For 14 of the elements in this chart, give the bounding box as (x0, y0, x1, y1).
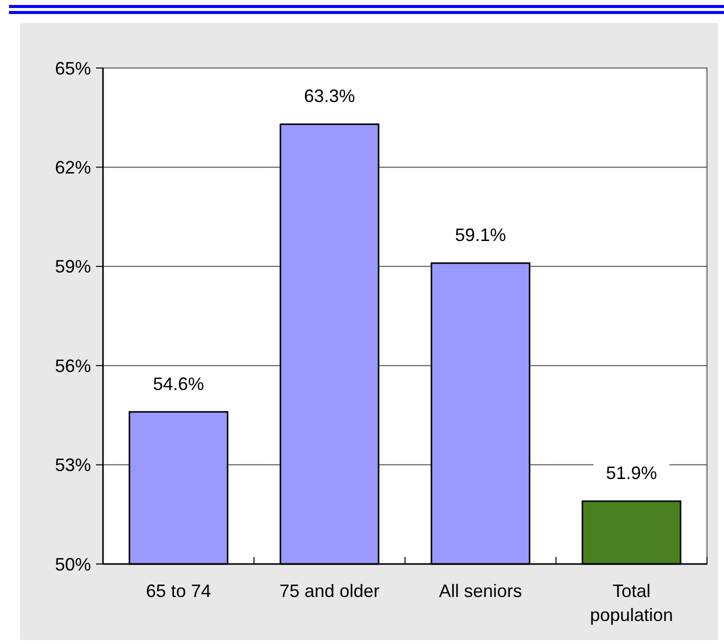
y-tick-label: 50% (54, 554, 91, 574)
data-label: 63.3% (304, 86, 356, 106)
data-label: 51.9% (606, 463, 658, 484)
y-tick-label: 53% (54, 455, 91, 476)
y-tick-label: 59% (54, 256, 91, 277)
y-tick-label: 56% (54, 356, 91, 376)
x-tick-label: 75 and older (279, 581, 380, 601)
x-tick-label: All seniors (438, 581, 522, 601)
x-tick-label: 65 to 74 (146, 581, 212, 601)
data-label: 54.6% (152, 374, 204, 394)
data-label: 59.1% (454, 225, 506, 246)
y-tick-label: 65% (54, 58, 91, 78)
y-tick-label: 62% (54, 158, 91, 178)
x-tick-label: Total population (590, 581, 674, 625)
